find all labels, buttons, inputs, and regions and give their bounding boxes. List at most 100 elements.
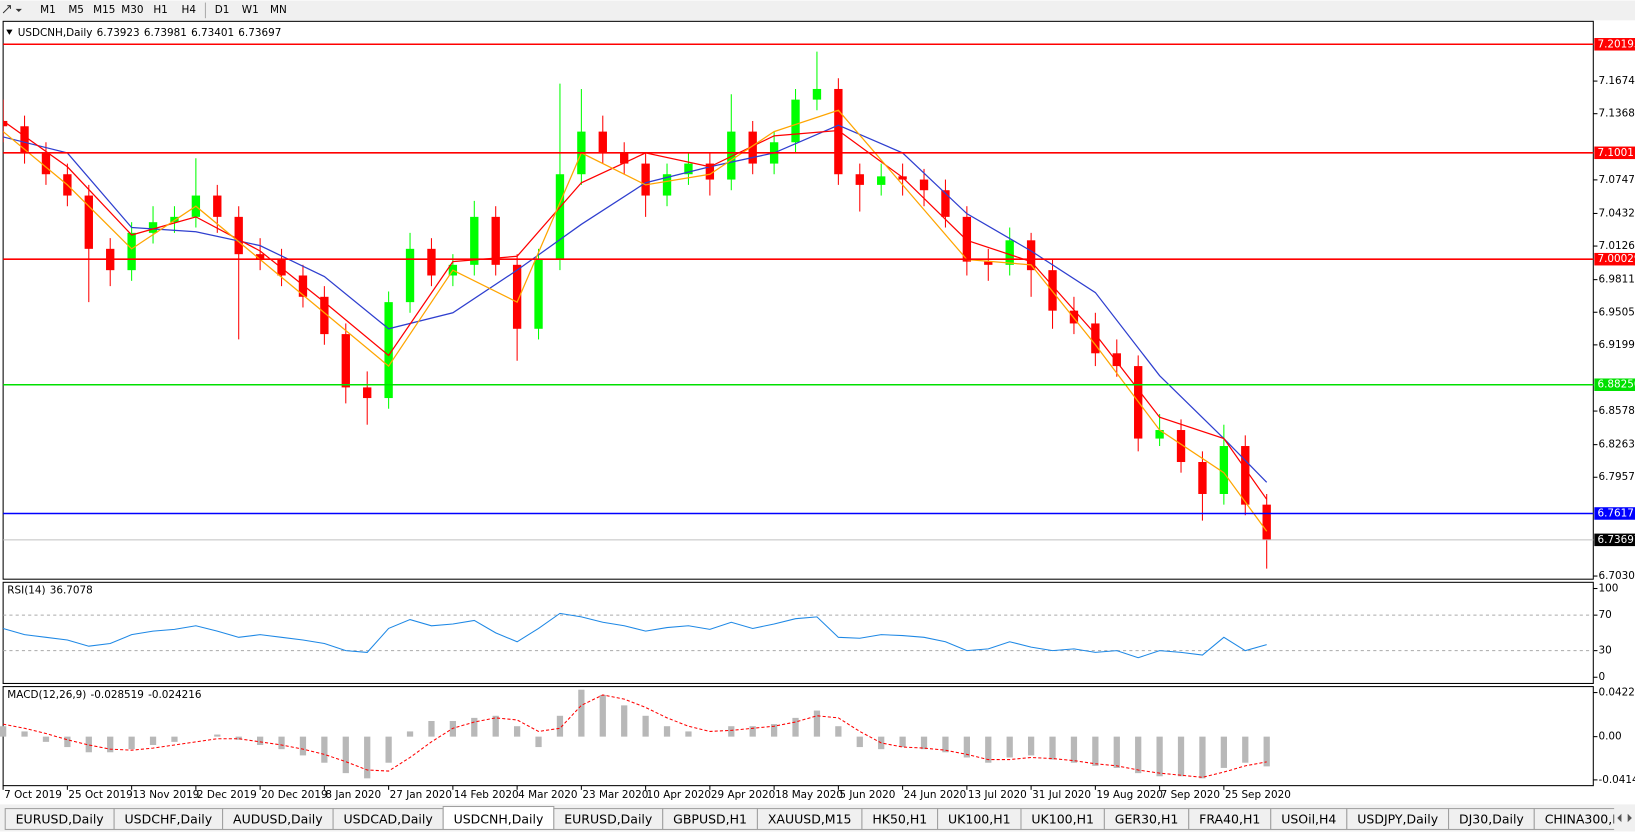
timeframe-label[interactable]: H1 xyxy=(153,4,167,16)
tab-label[interactable]: EURUSD,Daily xyxy=(564,812,653,827)
tab-label[interactable]: USDCAD,Daily xyxy=(344,812,434,827)
timeframe-button[interactable]: H4 xyxy=(182,4,197,16)
current-price-bg xyxy=(1594,533,1635,547)
tab-label[interactable]: CHINA300,H1 xyxy=(1545,812,1630,827)
high-value: 6.73981 xyxy=(144,27,187,39)
candle-body xyxy=(384,302,393,399)
macd-bar xyxy=(299,736,307,756)
chart-tab[interactable]: EURUSD,Daily xyxy=(553,808,664,830)
macd-bar xyxy=(321,736,328,763)
macd-bar xyxy=(728,726,735,737)
timeframe-button[interactable]: W1 xyxy=(242,4,259,16)
level-label-bg xyxy=(1594,378,1635,391)
tab-label[interactable]: UK100,H1 xyxy=(1031,812,1094,827)
chart-tab[interactable]: USOil,H4 xyxy=(1270,808,1348,830)
tab-label[interactable]: FRA40,H1 xyxy=(1199,812,1260,827)
timeframe-button[interactable]: H1 xyxy=(153,4,167,16)
low-value: 6.73401 xyxy=(191,27,234,39)
level-label: 7.20193 xyxy=(1597,38,1635,50)
macd-bar xyxy=(406,731,414,737)
timeframe-label[interactable]: M15 xyxy=(93,4,115,16)
x-tick-label: 20 Dec 2019 xyxy=(261,789,327,801)
current-price-label: 6.73697 xyxy=(1597,534,1635,546)
tab-label[interactable]: USDCHF,Daily xyxy=(125,812,213,827)
timeframe-button[interactable]: M15 xyxy=(93,4,115,16)
chart-menu-icon[interactable] xyxy=(6,29,13,35)
timeframe-button[interactable]: D1 xyxy=(215,4,230,16)
tab-label[interactable]: USDJPY,Daily xyxy=(1357,812,1438,827)
timeframe-button[interactable]: M30 xyxy=(121,4,143,16)
tab-label[interactable]: UK100,H1 xyxy=(948,812,1011,827)
timeframe-label[interactable]: D1 xyxy=(215,4,230,16)
timeframe-button[interactable]: M1 xyxy=(40,4,56,16)
chart-tab[interactable]: USDCAD,Daily xyxy=(332,808,444,830)
chart-tab[interactable]: GER30,H1 xyxy=(1103,808,1190,830)
macd-bar xyxy=(813,710,821,737)
y-tick-label: 6.85780 xyxy=(1599,405,1635,417)
tab-background[interactable] xyxy=(1533,808,1635,830)
chart-tab[interactable]: EURUSD,Daily xyxy=(4,808,115,830)
candle-body xyxy=(1176,430,1186,463)
y-tick-label: 7.01260 xyxy=(1599,240,1635,252)
timeframe-label[interactable]: M5 xyxy=(68,4,84,16)
tab-label[interactable]: GER30,H1 xyxy=(1115,812,1179,827)
tab-label[interactable]: XAUUSD,M15 xyxy=(768,812,852,827)
macd-bar xyxy=(235,736,242,740)
tab-label[interactable]: USDCNH,Daily xyxy=(454,812,544,827)
candle-body xyxy=(919,179,929,191)
chart-tab[interactable]: XAUUSD,M15 xyxy=(756,808,863,830)
timeframe-button[interactable]: M5 xyxy=(68,4,84,16)
tab-label[interactable]: DJ30,Daily xyxy=(1459,812,1524,827)
timeframe-label[interactable]: M30 xyxy=(121,4,143,16)
tab-label[interactable]: EURUSD,Daily xyxy=(16,812,105,827)
tab-scroll[interactable] xyxy=(1617,813,1632,823)
draw-tool-button[interactable] xyxy=(2,5,22,14)
chart-tab[interactable]: UK100,H1 xyxy=(937,808,1022,830)
chart-tab[interactable]: HK50,H1 xyxy=(861,808,939,830)
level-label-bg xyxy=(1594,146,1635,160)
chart-tab[interactable]: FRA40,H1 xyxy=(1188,808,1272,830)
macd-bar xyxy=(1135,736,1142,774)
candle-body xyxy=(962,216,972,262)
candle-body xyxy=(1198,462,1207,494)
y-tick-label: 6.98110 xyxy=(1599,274,1635,286)
y-tick-label: 7.13680 xyxy=(1599,108,1635,120)
chart-tab[interactable]: DJ30,Daily xyxy=(1448,808,1535,830)
chart-tab[interactable]: CHINA300,H1 xyxy=(1533,808,1635,830)
candle-body xyxy=(791,99,800,143)
level-label: 6.76171 xyxy=(1597,507,1635,519)
chart-tab[interactable]: GBPUSD,H1 xyxy=(662,808,758,830)
candle-body xyxy=(341,334,350,388)
rsi-header: RSI(14) 36.7078 xyxy=(7,585,92,597)
x-tick-label: 2 Dec 2019 xyxy=(197,789,257,801)
chart-tab[interactable]: UK100,H1 xyxy=(1020,808,1105,830)
rsi-line xyxy=(2,612,1267,659)
chart-tab[interactable]: USDCHF,Daily xyxy=(113,808,224,830)
candle-body xyxy=(405,248,415,303)
timeframe-label[interactable]: M1 xyxy=(40,4,56,16)
macd-bar xyxy=(920,736,928,750)
macd-bar xyxy=(1156,736,1163,777)
macd-bar xyxy=(278,736,285,750)
tab-label[interactable]: AUDUSD,Daily xyxy=(233,812,323,827)
timeframe-label[interactable]: MN xyxy=(270,4,287,16)
tab-label[interactable]: GBPUSD,H1 xyxy=(673,812,747,827)
timeframe-label[interactable]: H4 xyxy=(182,4,197,16)
x-tick-label: 27 Jan 2020 xyxy=(390,789,452,801)
timeframe-button[interactable]: MN xyxy=(270,4,287,16)
macd-bar xyxy=(856,736,863,748)
tab-label[interactable]: HK50,H1 xyxy=(872,812,927,827)
macd-value: -0.028519 xyxy=(91,689,144,701)
candle-body xyxy=(748,131,757,164)
candle-body xyxy=(491,216,500,265)
macd-bar xyxy=(749,726,756,737)
tab-label[interactable]: USOil,H4 xyxy=(1281,812,1336,827)
macd-bar xyxy=(256,736,264,745)
timeframe-label[interactable]: W1 xyxy=(242,4,259,16)
macd-bar xyxy=(792,717,799,737)
chart-tab[interactable]: USDCNH,Daily xyxy=(442,805,555,830)
level-label: 6.88250 xyxy=(1597,379,1635,391)
chart-tab[interactable]: AUDUSD,Daily xyxy=(222,808,334,830)
macd-bar xyxy=(0,726,7,737)
chart-tab[interactable]: USDJPY,Daily xyxy=(1346,808,1450,830)
